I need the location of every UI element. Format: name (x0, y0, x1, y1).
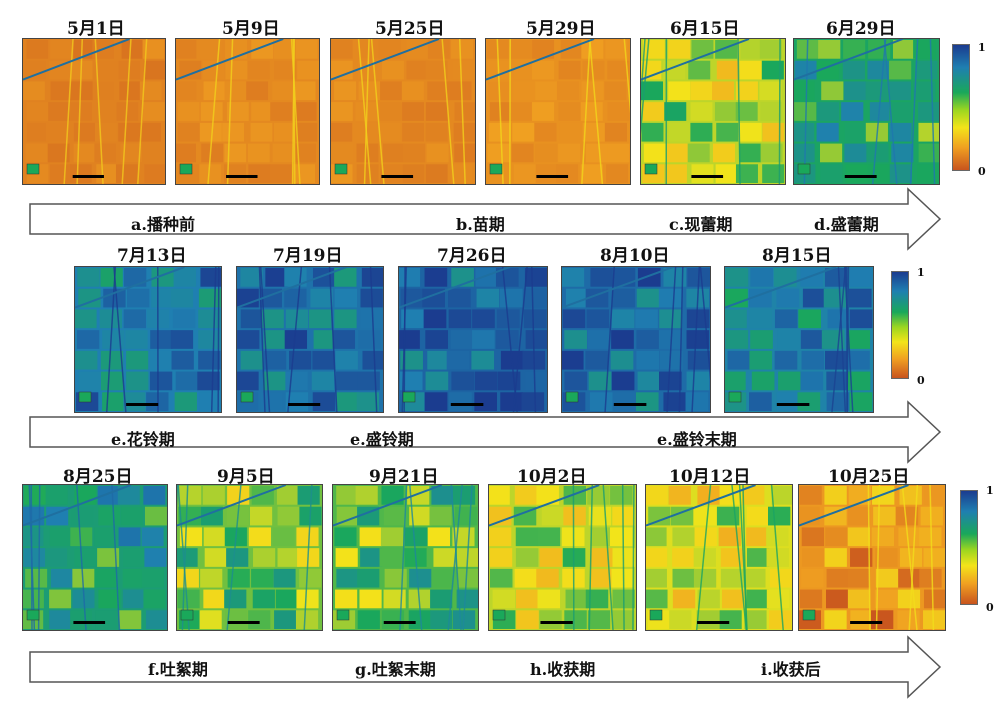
colorbar: 1 0 (960, 484, 994, 614)
timeline-arrow (29, 635, 942, 699)
date-label: 5月25日 (375, 19, 445, 39)
timeline-arrow (29, 400, 942, 464)
date-label: 5月1日 (67, 19, 125, 39)
ndvi-map-panel (22, 484, 168, 631)
ndvi-map-panel (74, 266, 222, 413)
ndvi-map-panel (236, 266, 384, 413)
stage-label: e.盛铃期 (350, 430, 414, 449)
date-label: 10月2日 (517, 467, 587, 487)
stage-label: g.吐絮末期 (355, 660, 436, 679)
colorbar: 1 0 (952, 41, 986, 178)
colorbar-gradient (960, 490, 978, 605)
stage-label: c.现蕾期 (669, 215, 733, 234)
date-label: 8月25日 (63, 467, 133, 487)
timeline-arrow (29, 187, 942, 251)
stage-label: b.苗期 (456, 215, 505, 234)
date-label: 5月29日 (526, 19, 596, 39)
ndvi-map-panel (798, 484, 946, 631)
date-label: 10月12日 (669, 467, 751, 487)
ndvi-map-panel (561, 266, 711, 413)
date-label: 7月19日 (273, 246, 343, 266)
colorbar-max-label: 1 (978, 41, 986, 54)
colorbar-max-label: 1 (986, 484, 994, 497)
colorbar-min-label: 0 (917, 374, 925, 387)
colorbar-gradient (891, 271, 909, 379)
ndvi-map-panel (398, 266, 548, 413)
date-label: 9月21日 (369, 467, 439, 487)
date-label: 7月13日 (117, 246, 187, 266)
ndvi-map-panel (793, 38, 940, 185)
date-label: 6月15日 (670, 19, 740, 39)
ndvi-map-panel (330, 38, 476, 185)
date-label: 5月9日 (222, 19, 280, 39)
date-label: 7月26日 (437, 246, 507, 266)
date-label: 10月25日 (828, 467, 910, 487)
ndvi-map-panel (22, 38, 166, 185)
ndvi-map-panel (175, 38, 320, 185)
ndvi-map-panel (488, 484, 637, 631)
stage-label: e.盛铃末期 (657, 430, 737, 449)
stage-label: a.播种前 (131, 215, 195, 234)
ndvi-map-panel (724, 266, 874, 413)
date-label: 8月15日 (762, 246, 832, 266)
date-label: 9月5日 (217, 467, 275, 487)
ndvi-map-panel (332, 484, 479, 631)
colorbar-max-label: 1 (917, 266, 925, 279)
colorbar: 1 0 (891, 266, 925, 387)
colorbar-min-label: 0 (986, 601, 994, 614)
colorbar-gradient (952, 44, 970, 171)
ndvi-map-panel (645, 484, 793, 631)
stage-label: i.收获后 (761, 660, 821, 679)
colorbar-min-label: 0 (978, 165, 986, 178)
ndvi-map-panel (176, 484, 323, 631)
date-label: 8月10日 (600, 246, 670, 266)
stage-label: h.收获期 (530, 660, 596, 679)
stage-label: f.吐絮期 (148, 660, 208, 679)
date-label: 6月29日 (826, 19, 896, 39)
ndvi-map-panel (485, 38, 631, 185)
stage-label: e.花铃期 (111, 430, 175, 449)
stage-label: d.盛蕾期 (814, 215, 879, 234)
ndvi-map-panel (640, 38, 786, 185)
